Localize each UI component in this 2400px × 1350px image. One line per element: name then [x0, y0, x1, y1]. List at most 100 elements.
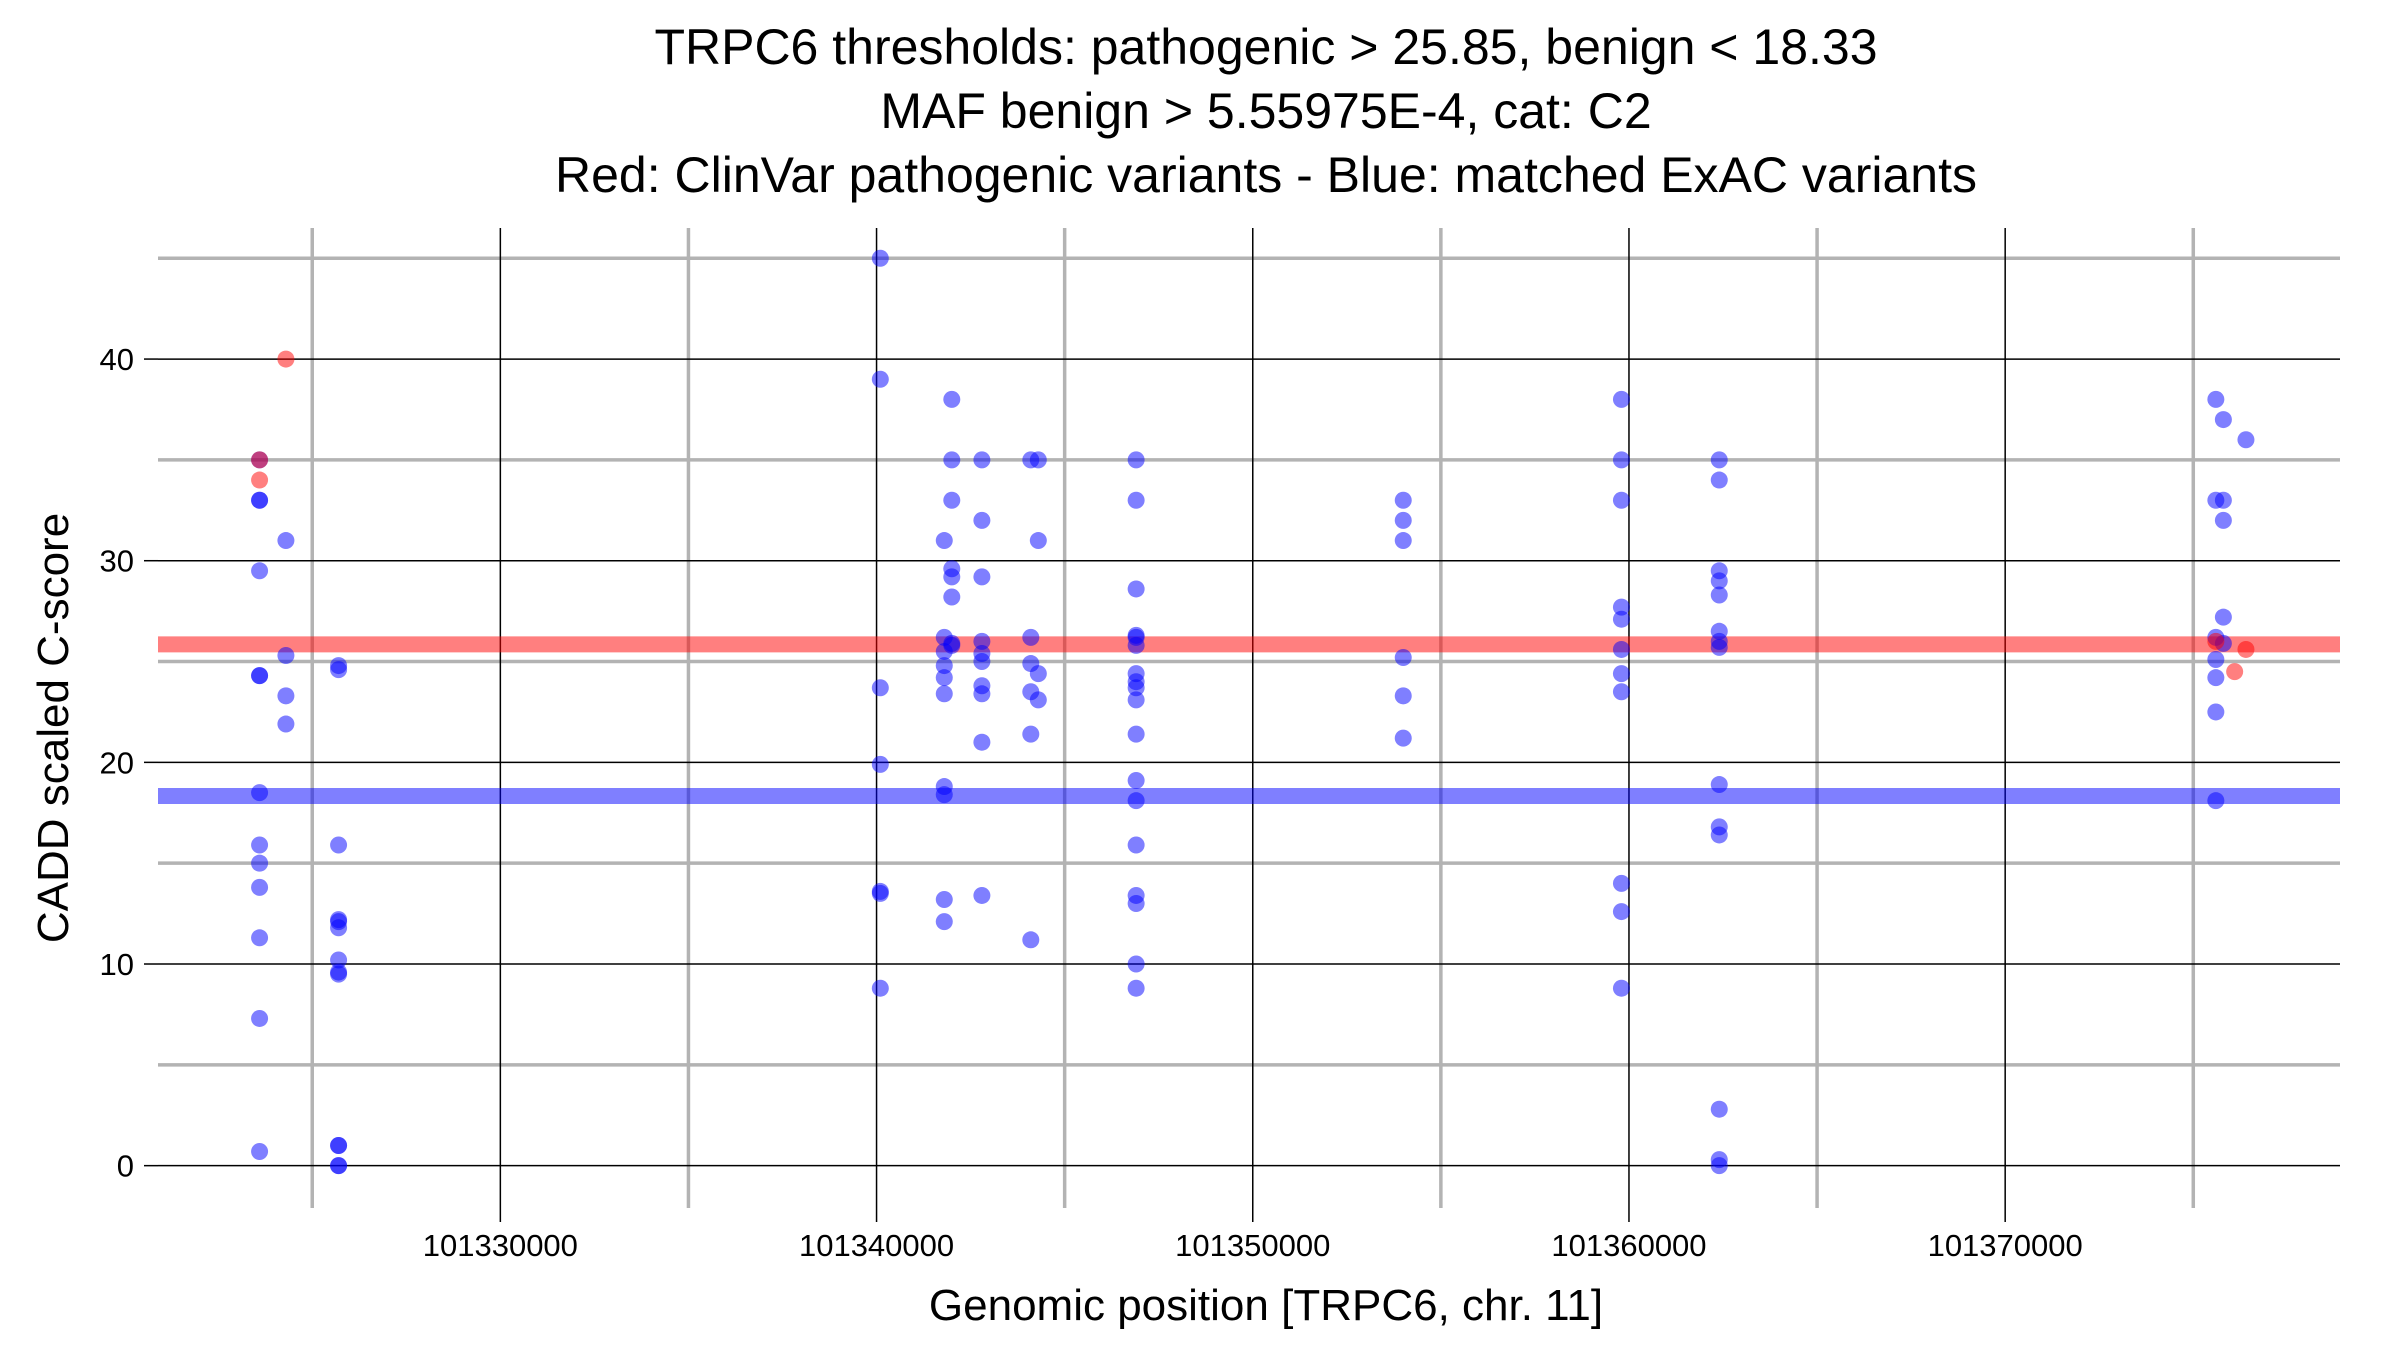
exac-variant-point [1022, 725, 1040, 743]
exac-variant-point [1612, 979, 1630, 997]
exac-variant-point [1710, 638, 1728, 656]
exac-variant-point [1127, 491, 1145, 509]
exac-variant-point [1127, 979, 1145, 997]
exac-variant-point [251, 491, 269, 509]
x-tick-label: 101370000 [1928, 1228, 2083, 1263]
clinvar-pathogenic-point [2237, 640, 2255, 658]
exac-variant-point [1612, 451, 1630, 469]
exac-variant-point [935, 913, 953, 931]
exac-variant-point [1029, 532, 1047, 550]
exac-variant-point [277, 715, 295, 733]
data-points [251, 249, 2255, 1175]
exac-variant-point [330, 951, 348, 969]
clinvar-pathogenic-point [251, 471, 269, 489]
exac-variant-point [1612, 610, 1630, 628]
exac-variant-point [973, 886, 991, 904]
exac-variant-point [1394, 687, 1412, 705]
exac-variant-point [1612, 640, 1630, 658]
exac-variant-point [1710, 586, 1728, 604]
exac-variant-point [973, 632, 991, 650]
x-tick-label: 101340000 [799, 1228, 954, 1263]
exac-variant-point [2214, 411, 2232, 429]
exac-variant-point [943, 491, 961, 509]
exac-variant-point [943, 568, 961, 586]
chart-title-line-3: Red: ClinVar pathogenic variants - Blue:… [555, 147, 1977, 203]
exac-variant-point [2214, 608, 2232, 626]
exac-variant-point [1394, 491, 1412, 509]
exac-variant-point [935, 890, 953, 908]
exac-variant-point [1710, 1100, 1728, 1118]
clinvar-pathogenic-point [277, 350, 295, 368]
exac-variant-point [251, 1009, 269, 1027]
exac-variant-point [935, 532, 953, 550]
exac-variant-point [973, 733, 991, 751]
exac-variant-point [943, 390, 961, 408]
exac-variant-point [1127, 895, 1145, 913]
exac-variant-point [1710, 572, 1728, 590]
exac-variant-point [2214, 511, 2232, 529]
exac-variant-point [2237, 431, 2255, 449]
exac-variant-point [871, 884, 889, 902]
exac-variant-point [277, 532, 295, 550]
exac-variant-point [251, 878, 269, 896]
exac-variant-point [943, 636, 961, 654]
exac-variant-point [1612, 665, 1630, 683]
exac-variant-point [1022, 628, 1040, 646]
chart-title-line-1: TRPC6 thresholds: pathogenic > 25.85, be… [654, 19, 1877, 75]
exac-variant-point [935, 685, 953, 703]
y-tick-label: 40 [100, 342, 134, 377]
exac-variant-point [251, 562, 269, 580]
exac-variant-point [973, 451, 991, 469]
exac-variant-point [1394, 649, 1412, 667]
exac-variant-point [1127, 836, 1145, 854]
exac-variant-point [943, 451, 961, 469]
exac-variant-point [330, 919, 348, 937]
exac-variant-point [251, 854, 269, 872]
clinvar-pathogenic-point [251, 451, 269, 469]
exac-variant-point [2207, 390, 2225, 408]
exac-variant-point [1029, 451, 1047, 469]
exac-variant-point [935, 669, 953, 687]
x-tick-label: 101360000 [1551, 1228, 1706, 1263]
exac-variant-point [871, 249, 889, 267]
exac-variant-point [1710, 1157, 1728, 1175]
exac-variant-point [973, 568, 991, 586]
exac-variant-point [251, 784, 269, 802]
exac-variant-point [251, 1143, 269, 1161]
exac-variant-point [1127, 955, 1145, 973]
exac-variant-point [2207, 792, 2225, 810]
exac-variant-point [330, 965, 348, 983]
clinvar-pathogenic-point [2226, 663, 2244, 681]
exac-variant-point [330, 1136, 348, 1154]
exac-variant-point [973, 653, 991, 671]
exac-variant-point [1710, 776, 1728, 794]
exac-variant-point [251, 667, 269, 685]
x-axis-label: Genomic position [TRPC6, chr. 11] [929, 1281, 1603, 1330]
exac-variant-point [1612, 598, 1630, 616]
exac-variant-point [251, 929, 269, 947]
exac-variant-point [1127, 636, 1145, 654]
exac-variant-point [871, 755, 889, 773]
exac-variant-point [973, 685, 991, 703]
exac-variant-point [1127, 580, 1145, 598]
clinvar-pathogenic-point [2207, 632, 2225, 650]
exac-variant-point [1022, 931, 1040, 949]
x-tick-label: 101350000 [1175, 1228, 1330, 1263]
exac-variant-point [1029, 665, 1047, 683]
exac-variant-point [943, 588, 961, 606]
exac-variant-point [330, 1157, 348, 1175]
exac-variant-point [973, 511, 991, 529]
exac-variant-point [277, 687, 295, 705]
grid [158, 228, 2340, 1208]
exac-variant-point [1029, 691, 1047, 709]
exac-variant-point [1710, 826, 1728, 844]
exac-variant-point [935, 786, 953, 804]
chart-title-line-2: MAF benign > 5.55975E-4, cat: C2 [880, 83, 1651, 139]
exac-variant-point [1612, 390, 1630, 408]
exac-variant-point [1612, 491, 1630, 509]
exac-variant-point [251, 836, 269, 854]
exac-variant-point [1394, 532, 1412, 550]
exac-variant-point [1612, 683, 1630, 701]
exac-variant-point [1710, 471, 1728, 489]
